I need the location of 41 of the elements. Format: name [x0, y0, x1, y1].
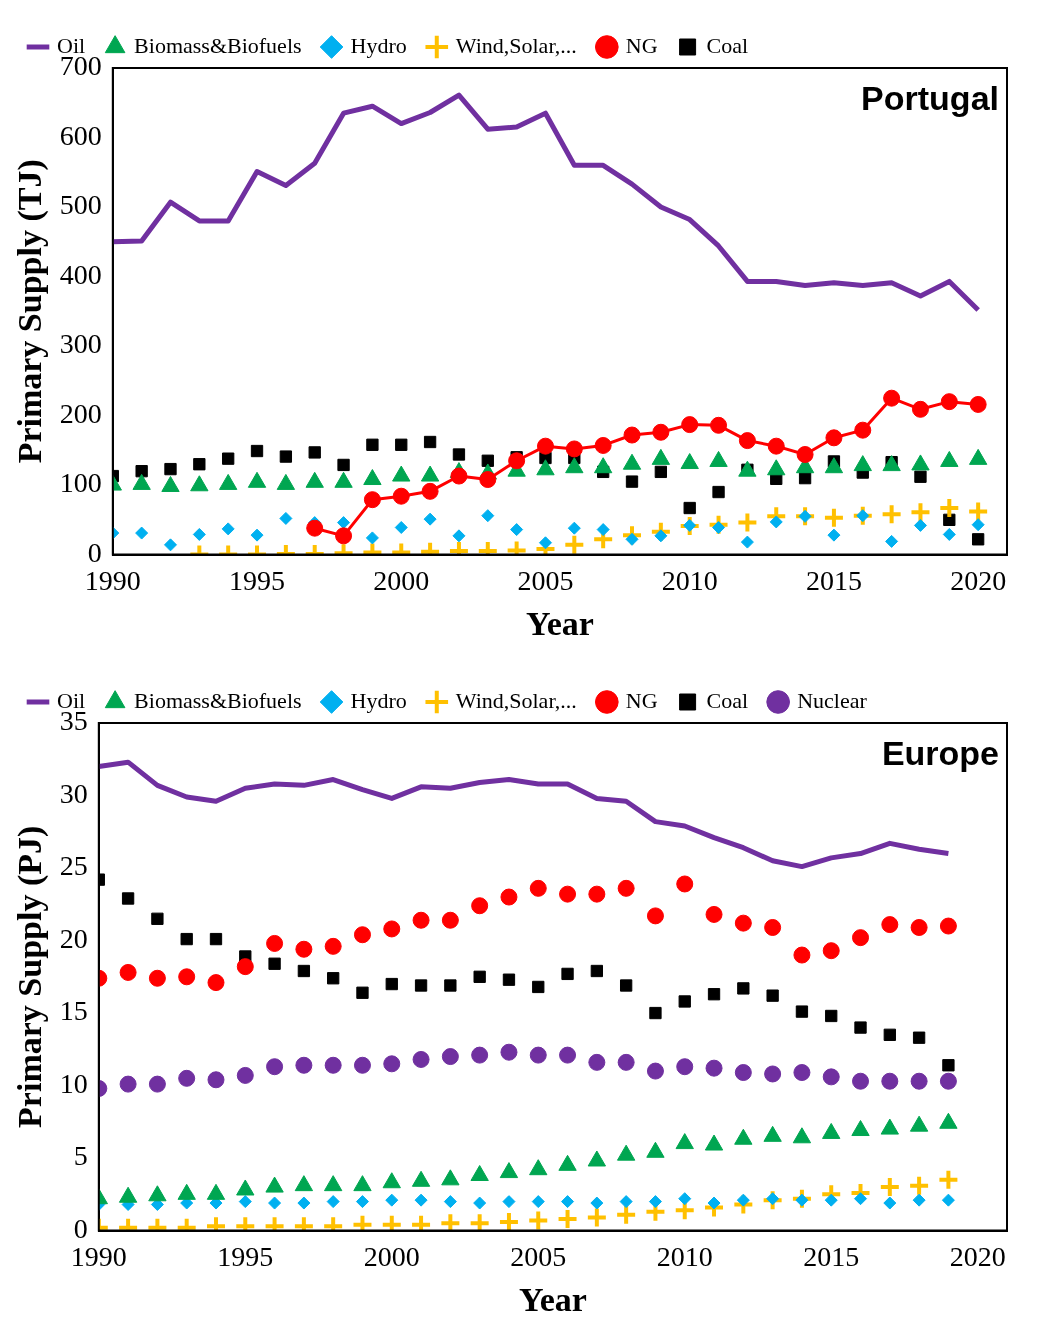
legend-label: Coal — [706, 32, 749, 58]
y-tick-label: 25 — [59, 850, 88, 882]
legend-label: Coal — [706, 687, 749, 713]
x-axis-title: Year — [518, 1281, 587, 1319]
x-tick-label: 2005 — [510, 1240, 567, 1272]
legend-label: Nuclear — [797, 687, 868, 713]
y-tick-label: 10 — [59, 1067, 88, 1099]
y-tick-label: 500 — [59, 189, 102, 221]
y-tick-label: 100 — [59, 467, 102, 499]
chart-title: Portugal — [861, 79, 999, 118]
y-tick-label: 5 — [73, 1140, 88, 1172]
x-tick-label: 2010 — [656, 1240, 713, 1272]
x-tick-label: 2000 — [363, 1240, 420, 1272]
y-tick-label: 400 — [59, 258, 102, 290]
x-tick-label: 2015 — [803, 1240, 860, 1272]
legend-label: Wind,Solar,... — [455, 687, 577, 713]
x-tick-label: 2015 — [805, 564, 862, 596]
x-axis-title: Year — [525, 605, 594, 643]
x-tick-label: 1995 — [229, 564, 286, 596]
x-tick-label: 2000 — [373, 564, 430, 596]
legend-label: Wind,Solar,... — [455, 32, 577, 58]
x-tick-label: 2010 — [661, 564, 718, 596]
legend-label: Hydro — [350, 32, 407, 58]
legend-label: Hydro — [350, 687, 407, 713]
y-tick-label: 600 — [59, 119, 102, 151]
x-tick-label: 2005 — [517, 564, 574, 596]
chart-title: Europe — [881, 734, 999, 773]
legend-label: Biomass&Biofuels — [134, 687, 302, 713]
y-tick-label: 300 — [59, 328, 102, 360]
y-tick-label: 20 — [59, 922, 88, 954]
legend-label: Biomass&Biofuels — [134, 32, 302, 58]
y-tick-label: 30 — [59, 777, 88, 809]
y-tick-label: 200 — [59, 397, 102, 429]
x-tick-label: 2020 — [949, 1240, 1006, 1272]
y-tick-label: 15 — [59, 995, 88, 1027]
legend-label: NG — [625, 32, 658, 58]
x-tick-label: 2020 — [950, 564, 1007, 596]
y-axis-title: Primary Supply (PJ) — [11, 825, 50, 1128]
legend-label: NG — [625, 687, 658, 713]
x-tick-label: 1995 — [217, 1240, 274, 1272]
y-axis-title: Primary Supply (TJ) — [11, 159, 50, 464]
